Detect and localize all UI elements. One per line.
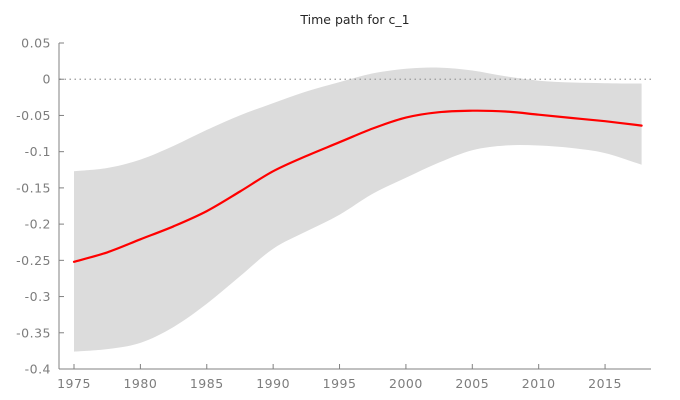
y-tick-label: -0.05 xyxy=(16,108,51,123)
y-tick-label: 0 xyxy=(43,72,51,87)
x-tick-label: 1990 xyxy=(256,376,290,391)
y-tick-label: -0.4 xyxy=(25,362,51,377)
x-tick-label: 2010 xyxy=(522,376,556,391)
x-tick-label: 2015 xyxy=(588,376,622,391)
y-tick-label: 0.05 xyxy=(21,36,51,51)
mean-path-line xyxy=(72,109,643,263)
y-tick-label: -0.3 xyxy=(25,289,51,304)
x-tick-label: 1985 xyxy=(190,376,224,391)
plot-area: 0.05 0 -0.05 -0.1 -0.15 -0.2 -0.25 -0.3 -0.35 -0.… xyxy=(16,36,651,391)
chart-title: Time path for c_1 xyxy=(299,12,409,27)
x-tick-label: 1980 xyxy=(123,376,157,391)
y-tick-label: -0.2 xyxy=(25,217,51,232)
confidence-band xyxy=(74,67,642,352)
x-tick-label: 1995 xyxy=(323,376,357,391)
x-tick-label: 2005 xyxy=(455,376,489,391)
y-tick-label: -0.1 xyxy=(25,144,51,159)
y-tick-label: -0.15 xyxy=(16,180,51,195)
y-tick-label: -0.25 xyxy=(16,253,51,268)
x-tick-label: 1975 xyxy=(57,376,91,391)
x-tick-label: 2000 xyxy=(389,376,423,391)
y-tick-label: -0.35 xyxy=(16,325,51,340)
